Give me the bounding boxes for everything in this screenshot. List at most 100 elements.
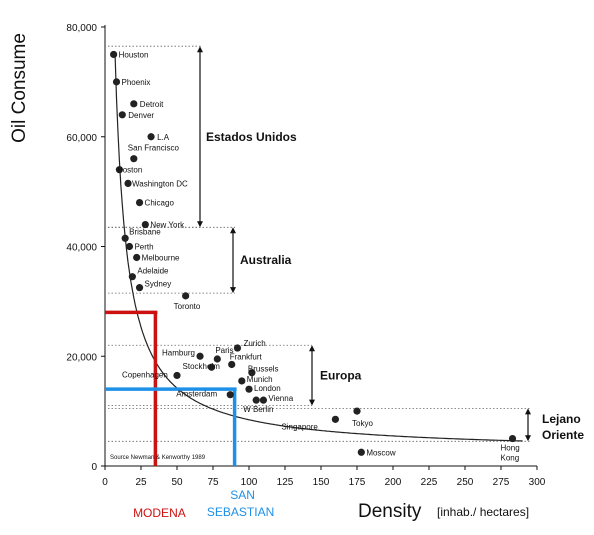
data-point (196, 352, 204, 360)
group-label: Lejano (542, 412, 581, 426)
data-label: Sydney (145, 280, 172, 289)
group-bracket-arrow-top (525, 408, 531, 415)
data-point (226, 391, 234, 399)
source-note: Source Newman & Kenworthy 1989 (110, 455, 206, 461)
x-tick-label: 125 (277, 477, 294, 488)
chart-root: 0 25 50 75 100 125 150 175 200 225 250 275 300 0 20,00… (9, 23, 584, 522)
data-label: Kong (501, 454, 520, 463)
data-label: L.A (157, 133, 170, 142)
data-label: Melbourne (142, 253, 180, 262)
data-point (124, 179, 132, 187)
data-label: Chicago (145, 199, 175, 208)
data-label: W Berlin (243, 405, 273, 414)
y-tick-label: 60,000 (66, 133, 97, 144)
data-point (248, 369, 256, 377)
data-point (228, 360, 236, 369)
x-tick-label: 175 (349, 477, 366, 488)
data-label: London (254, 384, 281, 393)
group-bracket-arrow-bottom (230, 287, 236, 294)
group-bracket-arrow-top (197, 46, 203, 53)
data-label: Tokyo (352, 419, 373, 428)
trend-curve (114, 55, 523, 442)
data-label: Copenhagen (122, 370, 168, 379)
data-point (118, 111, 126, 119)
y-tick-label: 40,000 (66, 243, 97, 254)
data-point (130, 100, 138, 108)
data-label: Perth (134, 243, 153, 252)
x-axis-title: Density (358, 501, 422, 522)
group-label: Australia (240, 253, 292, 267)
group-bracket-arrow-top (230, 227, 236, 234)
x-tick-label: 150 (313, 477, 330, 488)
data-point (213, 355, 221, 363)
data-point (130, 155, 138, 163)
x-axis-unit: [inhab./ hectares] (437, 505, 529, 519)
x-tick-label: 275 (493, 477, 510, 488)
data-point (141, 220, 149, 229)
group-label: Oriente (542, 428, 584, 442)
data-label: Brisbane (129, 227, 161, 236)
data-label: Detroit (140, 100, 164, 109)
data-point (233, 344, 242, 352)
data-label: Toronto (174, 302, 201, 311)
reference-label-san-sebastian: SEBASTIAN (207, 505, 274, 519)
data-point (110, 50, 118, 59)
reference-label-modena: MODENA (133, 506, 186, 520)
data-point (133, 253, 141, 262)
y-tick-label: 0 (91, 462, 97, 473)
data-label: Phoenix (122, 78, 151, 87)
data-label: Boston (117, 166, 142, 175)
data-label: Adelaide (137, 267, 169, 276)
data-label: Vienna (268, 394, 293, 403)
y-axis-title: Oil Consume (9, 33, 30, 143)
data-label: Houston (119, 50, 149, 59)
data-point (182, 292, 190, 300)
data-label: Paris (215, 346, 233, 355)
data-label: Washington DC (132, 179, 188, 188)
data-point (135, 199, 144, 207)
data-label: Stockholm (183, 362, 221, 371)
data-label: Singapore (281, 422, 318, 431)
data-label: San Francisco (128, 144, 180, 153)
x-tick-label: 250 (457, 477, 474, 488)
data-point (508, 434, 517, 443)
data-point (173, 371, 181, 380)
x-tick-label: 225 (421, 477, 438, 488)
data-label: Munich (247, 375, 273, 384)
data-point (259, 396, 267, 404)
y-tick-label: 80,000 (66, 23, 97, 34)
data-label: Hamburg (162, 348, 195, 357)
x-tick-label: 25 (135, 477, 147, 488)
data-point (357, 448, 365, 456)
data-label: Zurich (243, 339, 265, 348)
data-label: Hong (501, 444, 520, 453)
y-tick-label: 20,000 (66, 352, 97, 363)
group-label: Estados Unidos (206, 130, 297, 144)
data-point (115, 166, 123, 174)
data-point (207, 363, 216, 371)
data-point (353, 407, 361, 415)
x-tick-label: 50 (171, 477, 183, 488)
data-point (128, 273, 136, 281)
data-label: Frankfurt (230, 352, 263, 361)
data-point (238, 377, 246, 385)
group-bracket-arrow-bottom (525, 435, 531, 442)
data-label: New York (150, 221, 185, 230)
data-point (331, 415, 339, 423)
data-point (135, 284, 144, 292)
data-label: Brussels (248, 365, 279, 374)
data-point (121, 234, 129, 242)
x-tick-label: 0 (102, 477, 108, 488)
data-label: Amsterdam (176, 390, 217, 399)
data-point (252, 396, 260, 404)
data-point (112, 78, 121, 86)
x-tick-label: 200 (385, 477, 402, 488)
x-tick-label: 300 (529, 477, 546, 488)
group-label: Europa (320, 368, 362, 382)
data-label: Denver (128, 111, 154, 120)
x-tick-label: 75 (207, 477, 219, 488)
group-bracket-arrow-bottom (309, 399, 315, 406)
group-bracket-arrow-bottom (197, 221, 203, 228)
data-label: Moscow (366, 448, 396, 457)
